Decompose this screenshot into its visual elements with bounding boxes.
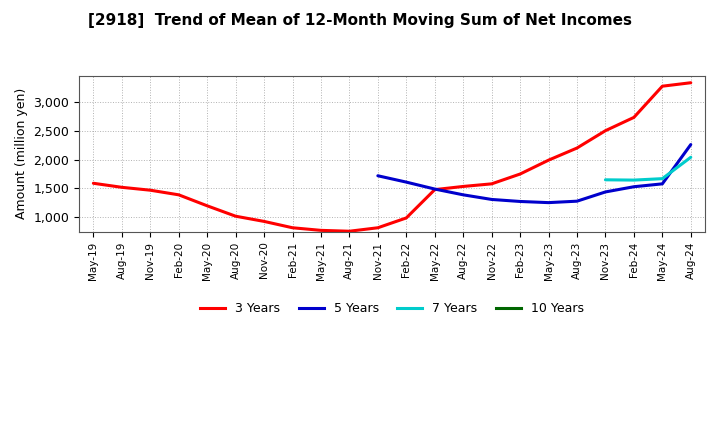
Line: 3 Years: 3 Years <box>94 83 690 231</box>
3 Years <box>317 228 325 233</box>
5 Years <box>487 197 496 202</box>
3 Years <box>572 145 581 150</box>
Text: [2918]  Trend of Mean of 12-Month Moving Sum of Net Incomes: [2918] Trend of Mean of 12-Month Moving … <box>88 13 632 28</box>
3 Years <box>374 225 382 231</box>
Y-axis label: Amount (million yen): Amount (million yen) <box>15 88 28 220</box>
7 Years <box>686 154 695 160</box>
5 Years <box>402 180 410 185</box>
5 Years <box>374 173 382 178</box>
3 Years <box>487 181 496 187</box>
3 Years <box>544 158 553 163</box>
5 Years <box>431 187 439 192</box>
5 Years <box>459 192 467 198</box>
3 Years <box>89 181 98 186</box>
3 Years <box>146 187 155 193</box>
3 Years <box>174 192 183 198</box>
3 Years <box>117 185 126 190</box>
5 Years <box>629 184 638 189</box>
Legend: 3 Years, 5 Years, 7 Years, 10 Years: 3 Years, 5 Years, 7 Years, 10 Years <box>195 297 590 320</box>
3 Years <box>345 229 354 234</box>
3 Years <box>231 213 240 219</box>
5 Years <box>686 142 695 147</box>
Line: 5 Years: 5 Years <box>378 145 690 203</box>
Line: 7 Years: 7 Years <box>606 157 690 180</box>
5 Years <box>601 189 610 194</box>
3 Years <box>629 115 638 120</box>
7 Years <box>601 177 610 183</box>
3 Years <box>459 184 467 189</box>
3 Years <box>431 187 439 192</box>
3 Years <box>203 203 212 209</box>
3 Years <box>686 80 695 85</box>
3 Years <box>601 128 610 133</box>
3 Years <box>402 215 410 220</box>
3 Years <box>516 172 524 177</box>
5 Years <box>572 198 581 204</box>
3 Years <box>260 219 269 224</box>
5 Years <box>516 199 524 204</box>
7 Years <box>658 176 667 181</box>
5 Years <box>544 200 553 205</box>
7 Years <box>629 177 638 183</box>
3 Years <box>658 84 667 89</box>
3 Years <box>288 225 297 231</box>
5 Years <box>658 181 667 187</box>
